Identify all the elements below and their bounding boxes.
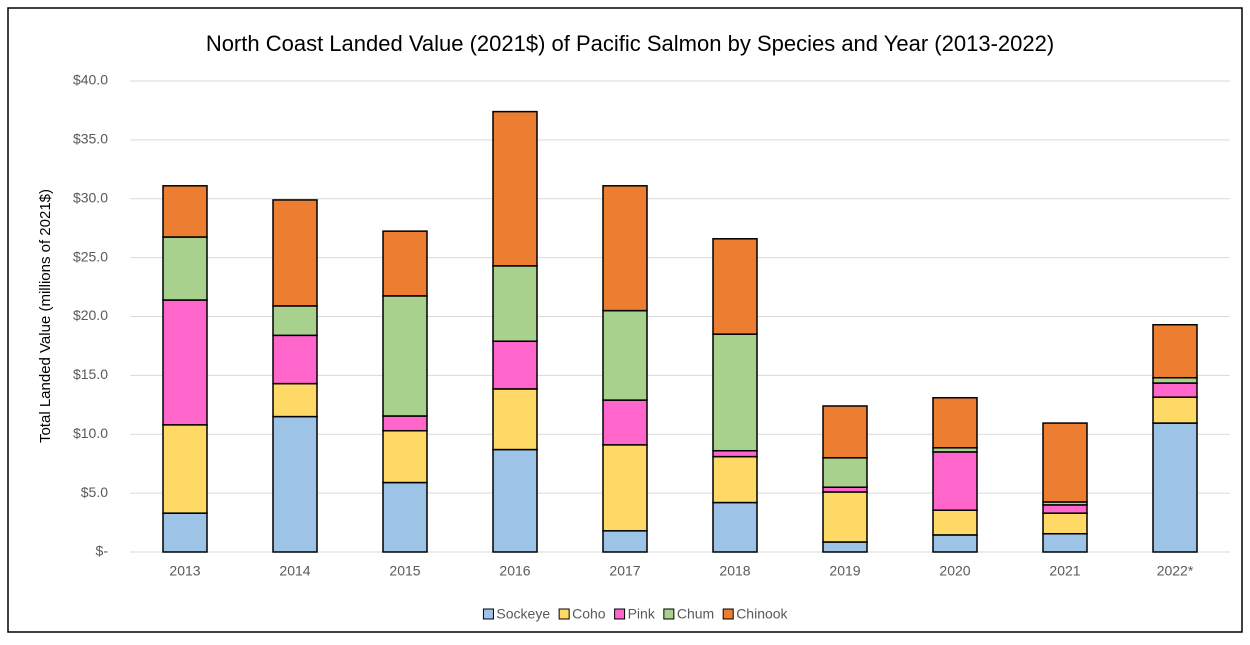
- y-tick-label: $25.0: [73, 248, 108, 264]
- bar-segment: [1042, 504, 1088, 514]
- bar-segment: [1152, 396, 1198, 424]
- x-tick-label: 2020: [939, 563, 970, 579]
- bar-segment: [712, 449, 758, 458]
- bar-segment: [1042, 422, 1088, 503]
- bar-segment: [712, 455, 758, 504]
- x-tick-label: 2016: [499, 563, 530, 579]
- bar-segment: [932, 534, 978, 553]
- bar-segment: [382, 230, 428, 297]
- bar-segment: [1152, 376, 1198, 384]
- bar-segment: [602, 530, 648, 553]
- bar-segment: [602, 399, 648, 446]
- x-tick-label: 2017: [609, 563, 640, 579]
- bar-segment: [1152, 382, 1198, 398]
- legend-label: Chinook: [736, 606, 788, 622]
- bar-segment: [932, 396, 978, 449]
- bar-segment: [162, 424, 208, 514]
- bar-segment: [932, 509, 978, 536]
- bar-segment: [492, 340, 538, 390]
- bar-segment: [822, 491, 868, 543]
- bar-segment: [162, 299, 208, 426]
- bar-segment: [492, 265, 538, 342]
- y-tick-label: $10.0: [73, 425, 108, 441]
- x-tick-label: 2018: [719, 563, 750, 579]
- legend-label: Chum: [677, 606, 714, 622]
- bar-segment: [272, 305, 318, 337]
- bar-segment: [272, 199, 318, 307]
- legend-swatch: [482, 608, 494, 620]
- chart-title: North Coast Landed Value (2021$) of Paci…: [206, 31, 1054, 56]
- legend-label: Sockeye: [496, 606, 550, 622]
- y-axis-label: Total Landed Value (millions of 2021$): [37, 189, 54, 443]
- bar-segment: [382, 429, 428, 484]
- x-tick-label: 2015: [389, 563, 420, 579]
- y-tick-label: $40.0: [73, 72, 108, 88]
- bar-segment: [382, 415, 428, 432]
- y-tick-label: $20.0: [73, 307, 108, 323]
- bar-segment: [712, 238, 758, 335]
- legend-swatch: [722, 608, 734, 620]
- y-tick-label: $-: [96, 543, 109, 559]
- bar-segment: [1152, 323, 1198, 379]
- bar-segment: [822, 405, 868, 459]
- y-tick-label: $15.0: [73, 366, 108, 382]
- bar-segment: [382, 481, 428, 553]
- bar-segment: [1042, 532, 1088, 553]
- y-tick-label: $30.0: [73, 189, 108, 205]
- bar-segment: [932, 451, 978, 511]
- x-tick-label: 2021: [1049, 563, 1080, 579]
- bar-segment: [272, 334, 318, 385]
- bar-segment: [492, 448, 538, 553]
- bar-segment: [1152, 422, 1198, 553]
- bar-segment: [1042, 512, 1088, 535]
- bar-segment: [602, 444, 648, 532]
- bar-segment: [822, 457, 868, 488]
- y-tick-label: $35.0: [73, 131, 108, 147]
- bar-segment: [492, 388, 538, 451]
- bar-segment: [602, 309, 648, 401]
- x-tick-label: 2014: [279, 563, 310, 579]
- x-tick-label: 2013: [169, 563, 200, 579]
- bar-segment: [272, 415, 318, 553]
- bar-segment: [272, 382, 318, 418]
- bar-segment: [162, 236, 208, 301]
- bar-segment: [712, 333, 758, 452]
- x-tick-label: 2022*: [1157, 563, 1194, 579]
- legend-label: Coho: [572, 606, 606, 622]
- bar-segment: [162, 185, 208, 238]
- legend-swatch: [558, 608, 570, 620]
- legend-swatch: [614, 608, 626, 620]
- y-tick-label: $5.0: [81, 484, 108, 500]
- x-tick-label: 2019: [829, 563, 860, 579]
- legend-label: Pink: [628, 606, 656, 622]
- legend-swatch: [663, 608, 675, 620]
- bar-segment: [822, 541, 868, 553]
- bar-segment: [712, 501, 758, 553]
- bar-segment: [602, 185, 648, 312]
- bar-segment: [162, 512, 208, 553]
- bar-segment: [492, 110, 538, 267]
- bar-segment: [382, 295, 428, 417]
